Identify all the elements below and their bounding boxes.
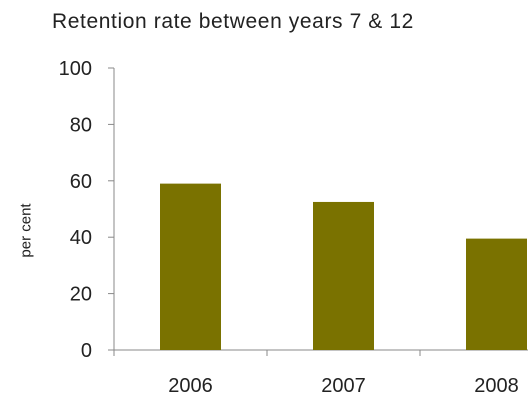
y-tick-label: 40	[70, 227, 92, 249]
y-tick-label: 60	[70, 171, 92, 193]
bar-2007	[313, 201, 374, 350]
x-tick-label: 2006	[168, 375, 213, 397]
y-tick-label: 0	[81, 340, 92, 362]
x-tick-label: 2008	[474, 375, 519, 397]
y-tick-label: 80	[70, 114, 92, 136]
chart-title: Retention rate between years 7 & 12	[52, 10, 414, 33]
y-tick-label: 20	[70, 284, 92, 306]
bar-2008	[466, 238, 527, 350]
x-tick-label: 2007	[321, 375, 366, 397]
y-tick-label: 100	[59, 58, 92, 80]
bar-2006	[160, 183, 221, 350]
